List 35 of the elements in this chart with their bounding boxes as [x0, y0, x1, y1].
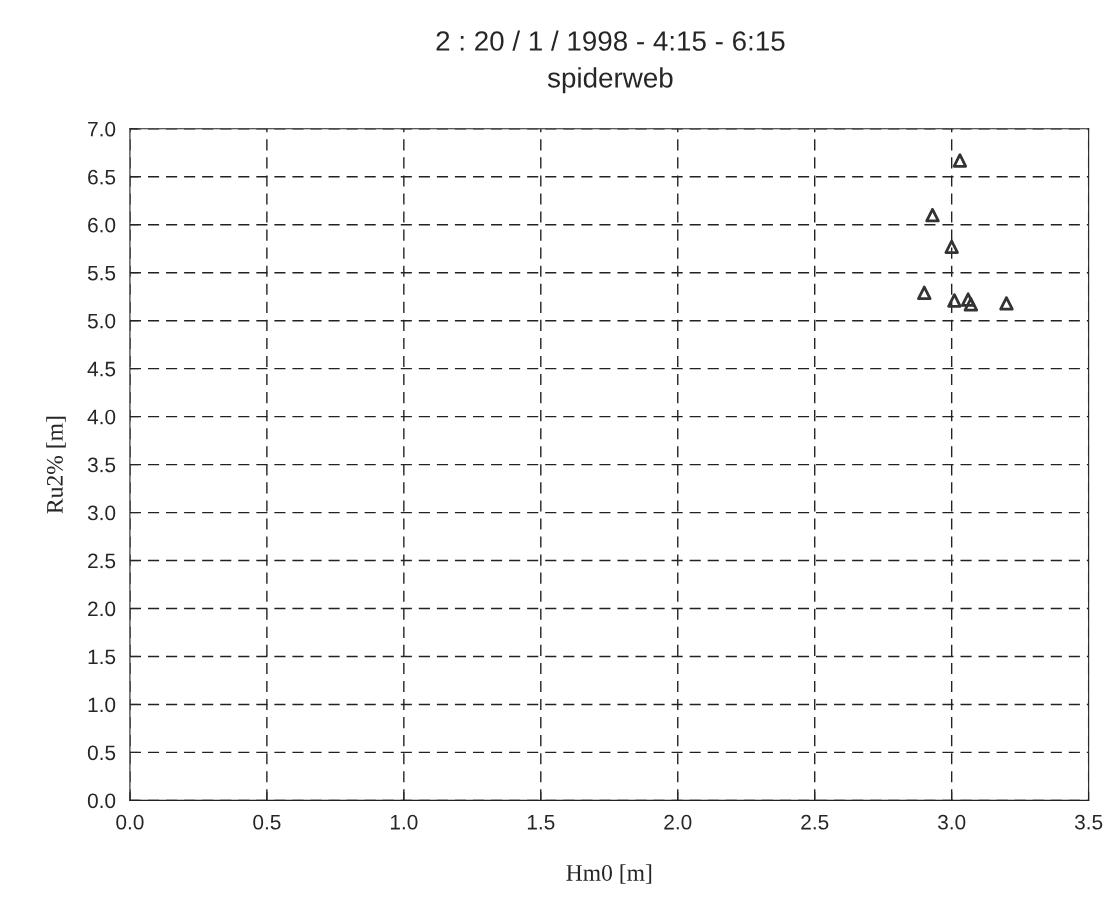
y-tick-label: 5.5	[87, 265, 116, 281]
y-tick-label: 3.5	[87, 457, 116, 473]
y-tick-label: 7.0	[88, 121, 116, 137]
y-tick-label: 3.0	[87, 505, 116, 521]
x-tick-label: 0.5	[253, 814, 281, 830]
y-tick-label: 2.5	[88, 553, 116, 569]
point	[925, 207, 940, 223]
x-axis-title: Hm0 [m]	[566, 864, 652, 884]
y-tick-label: 2.0	[88, 601, 116, 617]
y-tick-label: 1.5	[88, 649, 116, 665]
y-tick-label: 1.0	[88, 697, 116, 713]
y-axis-title: Ru2% [m]	[46, 416, 66, 514]
point	[917, 285, 932, 301]
point	[960, 292, 976, 307]
x-tick-label: 2.0	[664, 814, 692, 830]
x-tick-label: 3.0	[938, 814, 966, 830]
point	[947, 293, 962, 308]
chart-title: 2 : 20 / 1 / 1998 - 4:15 - 6:15	[436, 30, 785, 51]
point	[944, 239, 959, 255]
y-tick-label: 0.0	[87, 793, 116, 809]
y-tick-label: 0.5	[87, 745, 116, 761]
x-tick-label: 0.0	[116, 814, 144, 830]
y-tick-label: 6.5	[88, 169, 116, 185]
x-tick-label: 3.5	[1074, 814, 1103, 830]
y-tick-label: 4.5	[87, 361, 116, 377]
y-tick-label: 6.0	[88, 217, 116, 233]
chart-subtitle: spiderweb	[547, 67, 673, 94]
point	[963, 297, 979, 312]
x-tick-label: 1.5	[527, 815, 555, 830]
y-tick-label: 4.0	[87, 409, 116, 425]
point	[952, 153, 968, 168]
y-tick-label: 5.0	[87, 313, 116, 329]
x-tick-label: 2.5	[801, 814, 829, 830]
x-tick-label: 1.0	[390, 814, 418, 830]
point	[999, 296, 1014, 311]
